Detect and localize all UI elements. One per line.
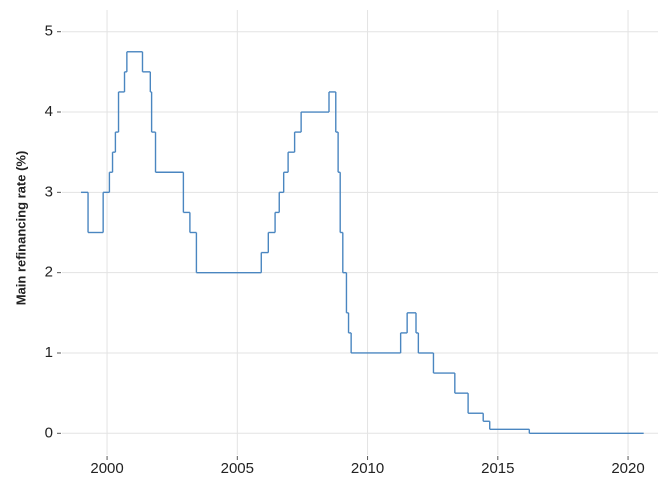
y-tick-label: 0 [45, 424, 53, 441]
y-tick-label: 3 [45, 183, 53, 200]
y-tick-label: 1 [45, 344, 53, 361]
y-axis-label: Main refinancing rate (%) [13, 151, 28, 306]
y-tick-label: 5 [45, 23, 53, 40]
x-tick-label: 2020 [611, 460, 644, 477]
x-tick-label: 2005 [221, 460, 254, 477]
x-tick-label: 2010 [351, 460, 384, 477]
y-tick-label: 4 [45, 103, 53, 120]
x-tick-label: 2000 [90, 460, 123, 477]
y-tick-label: 2 [45, 264, 53, 281]
x-tick-label: 2015 [481, 460, 514, 477]
